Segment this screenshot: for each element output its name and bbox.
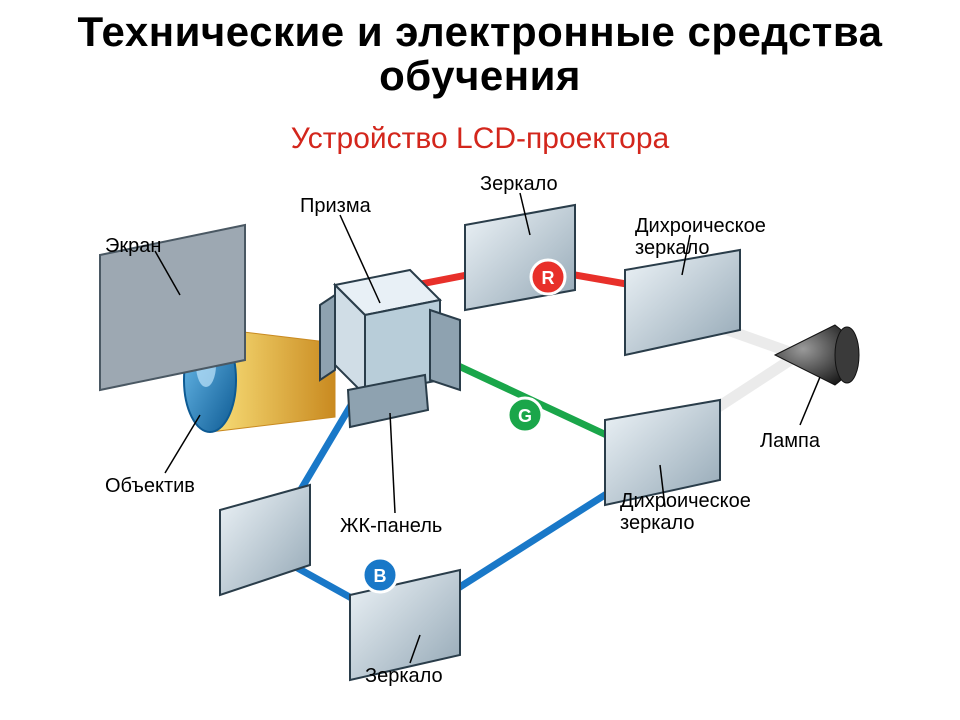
b-badge: B: [363, 558, 397, 592]
slide-subtitle: Устройство LCD-проектора: [0, 122, 960, 156]
svg-text:G: G: [518, 406, 532, 426]
lcd-projector-diagram: R G B Экран: [80, 165, 880, 705]
lcd-panel-back: [430, 310, 460, 390]
label-lamp: Лампа: [760, 430, 820, 452]
r-badge: R: [531, 260, 565, 294]
mirror-mid: [220, 485, 310, 595]
svg-text:B: B: [374, 566, 387, 586]
slide-title: Технические и электронные средства обуче…: [0, 10, 960, 98]
label-lens: Объектив: [105, 475, 195, 497]
label-dichroic-bot: Дихроическое зеркало: [620, 490, 751, 534]
dichroic-mirror-top: [625, 250, 740, 355]
label-mirror-top: Зеркало: [480, 173, 558, 195]
label-dichroic-top: Дихроическое зеркало: [635, 215, 766, 259]
lamp-back: [835, 327, 859, 383]
label-lcd-panel: ЖК-панель: [340, 515, 442, 537]
beam-blue: [265, 390, 660, 625]
lcd-panel-left: [320, 295, 335, 380]
svg-text:R: R: [542, 268, 555, 288]
g-badge: G: [508, 398, 542, 432]
label-mirror-bot: Зеркало: [365, 665, 443, 687]
label-screen: Экран: [105, 235, 161, 257]
slide: Технические и электронные средства обуче…: [0, 0, 960, 720]
label-prism: Призма: [300, 195, 371, 217]
mirror-top: [465, 205, 575, 310]
